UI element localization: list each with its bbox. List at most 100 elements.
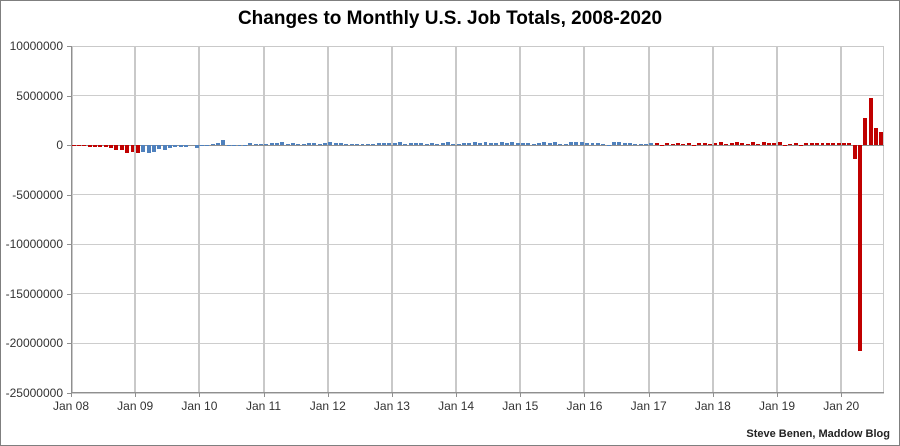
x-axis: Jan 08 Jan 09 Jan 10 Jan 11 Jan 12 Jan 13 Jan … (53, 393, 884, 421)
x-tick-label: Jan 08 (52, 399, 90, 413)
bar (499, 142, 504, 146)
bar (194, 145, 199, 148)
bar (488, 142, 493, 146)
bar (820, 143, 825, 146)
bar (397, 142, 402, 146)
bar (440, 142, 445, 146)
y-axis-line (71, 46, 72, 393)
bar (290, 142, 295, 146)
bar (103, 145, 108, 148)
x-tick-mark (584, 393, 586, 397)
bar (285, 144, 290, 146)
x-tick-mark (456, 393, 458, 397)
y-tick-mark (67, 393, 71, 394)
bar (151, 145, 156, 152)
bar (563, 143, 568, 146)
x-tick-mark (135, 393, 137, 397)
bar (381, 143, 386, 146)
bar (323, 143, 328, 146)
bar (847, 142, 852, 146)
bar (184, 145, 188, 148)
bar (558, 143, 563, 146)
h-gridline (71, 293, 884, 295)
bar (210, 143, 215, 146)
bar (462, 142, 467, 146)
bar (649, 143, 654, 146)
bar (788, 143, 793, 146)
x-tick-mark (263, 393, 265, 397)
bar (226, 145, 231, 147)
bar (627, 142, 632, 146)
bar (408, 143, 413, 146)
bar (767, 143, 771, 146)
bar (638, 143, 643, 146)
h-gridline (71, 342, 884, 344)
y-tick-label: 5000000 (16, 88, 63, 103)
bar (435, 143, 440, 146)
bar (162, 145, 167, 150)
bar (745, 143, 750, 146)
bar (547, 142, 552, 146)
bar (617, 142, 622, 146)
bar (296, 144, 301, 146)
bar (520, 142, 525, 146)
bar (836, 143, 841, 146)
bar (574, 142, 579, 146)
bar (676, 143, 681, 146)
bar (387, 143, 392, 146)
x-tick-label: Jan 13 (373, 399, 410, 413)
bar (809, 143, 814, 146)
bar (392, 143, 397, 146)
v-gridline (519, 46, 522, 393)
bar (515, 142, 520, 146)
bar (729, 143, 734, 146)
bar (601, 143, 606, 146)
y-tick-mark (67, 194, 71, 196)
h-gridline (71, 392, 884, 394)
bar (280, 141, 285, 146)
bar (419, 143, 424, 146)
bar (274, 143, 279, 146)
bar (756, 144, 761, 146)
x-tick-label: Jan 20 (823, 399, 860, 413)
bar (815, 142, 820, 146)
bar (681, 143, 686, 146)
bar (569, 142, 574, 146)
bar (114, 145, 119, 150)
bar (585, 143, 590, 146)
bar (724, 143, 729, 146)
y-tick-label: -10000000 (5, 237, 63, 252)
bar (579, 142, 584, 146)
v-gridline (647, 46, 650, 393)
chart-title: Changes to Monthly U.S. Job Totals, 2008… (237, 8, 663, 29)
bar (868, 97, 873, 146)
v-gridline (840, 46, 843, 393)
bar (761, 142, 766, 146)
v-gridline (134, 46, 137, 393)
y-tick-mark (67, 95, 71, 97)
bar (483, 142, 488, 146)
bar (221, 140, 226, 146)
bar (451, 144, 456, 146)
plot-area (71, 45, 884, 394)
bar (670, 143, 675, 146)
bar (264, 144, 269, 146)
x-tick-mark (391, 393, 393, 397)
bar (430, 143, 434, 146)
x-tick-mark (648, 393, 650, 397)
y-tick-mark (67, 293, 71, 295)
bar (622, 143, 627, 146)
attribution: Steve Benen, Maddow Blog (746, 428, 890, 440)
bar (553, 142, 558, 146)
bar (301, 143, 306, 146)
y-tick-label: -25000000 (5, 386, 63, 400)
x-tick-label: Jan 15 (502, 399, 539, 413)
bar (77, 145, 81, 146)
x-tick-label: Jan 09 (117, 399, 154, 413)
bar (269, 143, 274, 146)
bar (654, 142, 659, 146)
bar (494, 143, 499, 146)
bar (333, 142, 338, 146)
v-gridline (583, 46, 586, 393)
bar (414, 143, 418, 146)
